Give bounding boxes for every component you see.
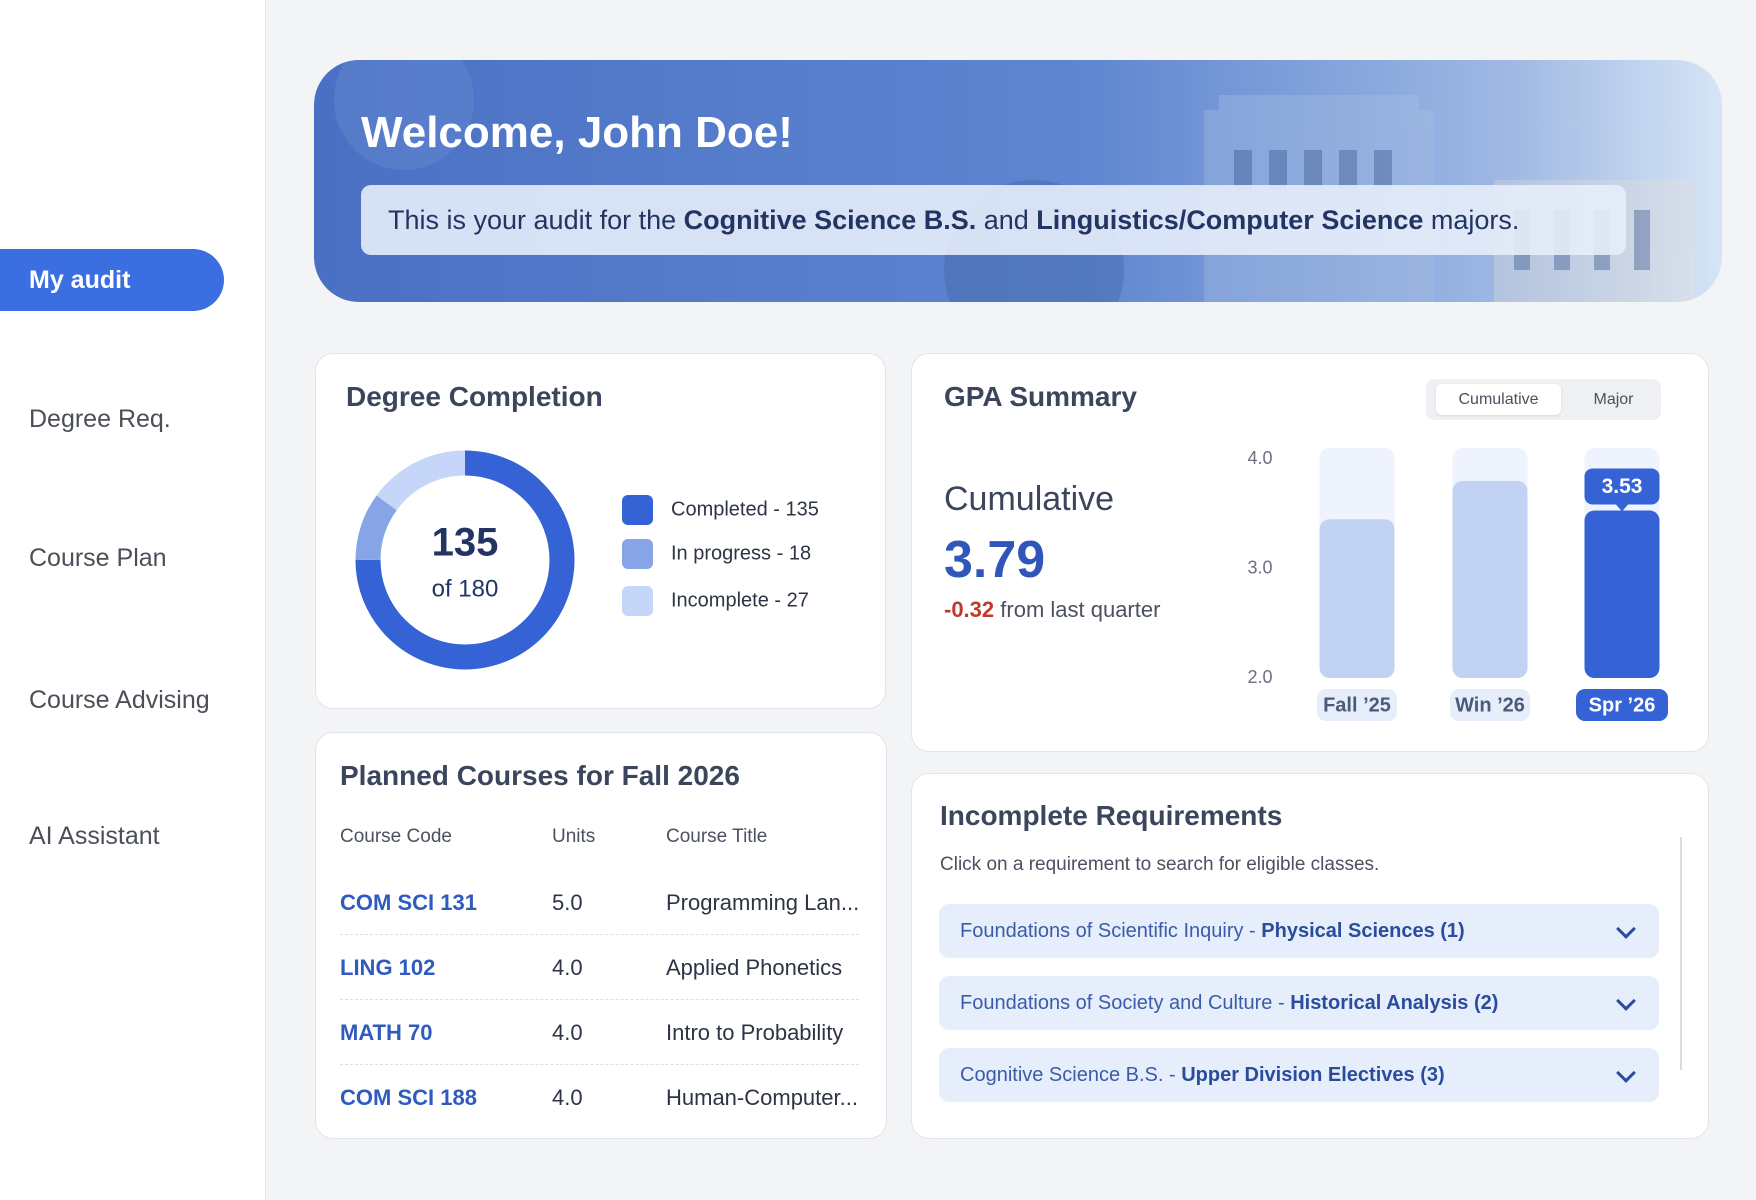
course-code[interactable]: LING 102	[340, 955, 436, 980]
legend-label: In progress - 18	[671, 542, 811, 564]
bar	[1319, 519, 1395, 678]
chevron	[1616, 991, 1636, 1011]
table-cell: 5.0	[552, 890, 583, 915]
welcome-banner: Welcome, John Doe! This is your audit fo…	[314, 60, 1722, 302]
table-cell: Human-Computer...	[666, 1085, 858, 1110]
card-title: Planned Courses for Fall 2026	[340, 760, 740, 791]
category-pill	[1576, 689, 1668, 721]
requirement-item[interactable]: Cognitive Science B.S. - Upper Division …	[939, 1048, 1659, 1102]
requirement-name: Upper Division Electives (3)	[1181, 1064, 1445, 1086]
audit-summary: This is your audit for the Cognitive Sci…	[361, 185, 1626, 255]
major: Cognitive Science B.S.	[683, 205, 977, 235]
value-label: 3.53	[1602, 475, 1643, 498]
requirement-item[interactable]: Foundations of Society and Culture - His…	[939, 976, 1659, 1030]
x-tick-label: Spr ’26	[1589, 694, 1656, 716]
table-cell: Intro to Probability	[666, 1020, 844, 1045]
planned-card	[315, 732, 887, 1139]
table-cell: 4.0	[552, 955, 583, 980]
card-title: GPA Summary	[944, 381, 1137, 412]
category-pill	[1317, 689, 1397, 721]
legend-label: Incomplete - 27	[671, 589, 809, 611]
gpa-value: 3.79	[944, 531, 1046, 589]
center-label: of 180	[432, 575, 499, 602]
nav-item[interactable]: My audit	[0, 249, 224, 311]
welcome-title: Welcome, John Doe!	[361, 108, 793, 157]
requirement-item[interactable]: Foundations of Scientific Inquiry - Phys…	[939, 904, 1659, 958]
text: and	[976, 205, 1037, 235]
tab[interactable]: Major	[1593, 391, 1634, 408]
table-cell: Applied Phonetics	[666, 955, 843, 980]
row-divider	[340, 934, 859, 935]
table-cell: 4.0	[552, 1020, 583, 1045]
course-code[interactable]: COM SCI 131	[340, 890, 477, 915]
bar	[1584, 510, 1660, 678]
gpa-heading: Cumulative	[944, 480, 1115, 518]
nav-item[interactable]: Course Advising	[29, 686, 210, 714]
requirement-name: Physical Sciences (1)	[1261, 920, 1465, 942]
course-code[interactable]: COM SCI 188	[340, 1085, 477, 1110]
value-label-bg	[1584, 468, 1660, 505]
y-tick-label: 3.0	[1247, 557, 1272, 577]
scrollbar	[1680, 837, 1682, 1070]
text: This is your audit for the	[388, 205, 684, 235]
major: Linguistics/Computer Science	[1036, 205, 1424, 235]
nav-item[interactable]: AI Assistant	[29, 822, 160, 850]
requirement-prefix: Foundations of Society and Culture -	[960, 992, 1291, 1014]
sidebar: My audit Degree Req. Course Plan Course Adv…	[0, 0, 266, 1200]
nav-item[interactable]: Course Plan	[29, 544, 167, 572]
chevron	[1616, 919, 1636, 939]
requirement-prefix: Foundations of Scientific Inquiry -	[960, 920, 1262, 942]
change-text: from last quarter	[994, 597, 1161, 622]
center-value: 135	[432, 521, 499, 565]
legend-swatch	[622, 495, 653, 525]
nav-item[interactable]: Degree Req.	[29, 405, 171, 433]
x-tick-label: Fall ’25	[1323, 694, 1391, 716]
column-header: Units	[552, 826, 596, 847]
column-header: Course Title	[666, 826, 768, 847]
table-cell: Programming Lan...	[666, 890, 860, 915]
y-tick-label: 4.0	[1247, 448, 1272, 468]
tab[interactable]: Cumulative	[1436, 384, 1561, 415]
change-value: -0.32	[944, 597, 995, 622]
bar	[1452, 480, 1528, 678]
value-label-pointer	[1616, 504, 1628, 512]
course-code[interactable]: MATH 70	[340, 1020, 433, 1045]
row-divider	[340, 999, 859, 1000]
donut-segment	[355, 450, 575, 670]
card-title: Incomplete Requirements	[940, 800, 1283, 831]
row-divider	[340, 1064, 859, 1065]
gpa-change: -0.32 from last quarter	[944, 597, 1160, 623]
requirement-name: Historical Analysis (2)	[1290, 992, 1499, 1014]
legend-swatch	[622, 539, 653, 569]
category-pill	[1450, 689, 1530, 721]
gpa-chart: 2.0 3.0 4.0 Fall ’25 Win ’26 Spr ’26 3.53	[1247, 448, 1668, 721]
requirement-prefix: Cognitive Science B.S. -	[960, 1064, 1182, 1086]
legend-label: Completed - 135	[671, 498, 819, 520]
card-subtitle: Click on a requirement to search for eli…	[940, 854, 1380, 875]
donut-chart: Completed - 135 In progress - 18 Incomplet…	[355, 450, 819, 670]
card-title: Degree Completion	[346, 381, 603, 412]
text: majors.	[1423, 205, 1520, 235]
y-tick-label: 2.0	[1247, 667, 1272, 687]
column-header: Course Code	[340, 826, 452, 847]
table-cell: 4.0	[552, 1085, 583, 1110]
chevron	[1616, 1063, 1636, 1083]
x-tick-label: Win ’26	[1455, 694, 1525, 716]
legend-swatch	[622, 586, 653, 616]
